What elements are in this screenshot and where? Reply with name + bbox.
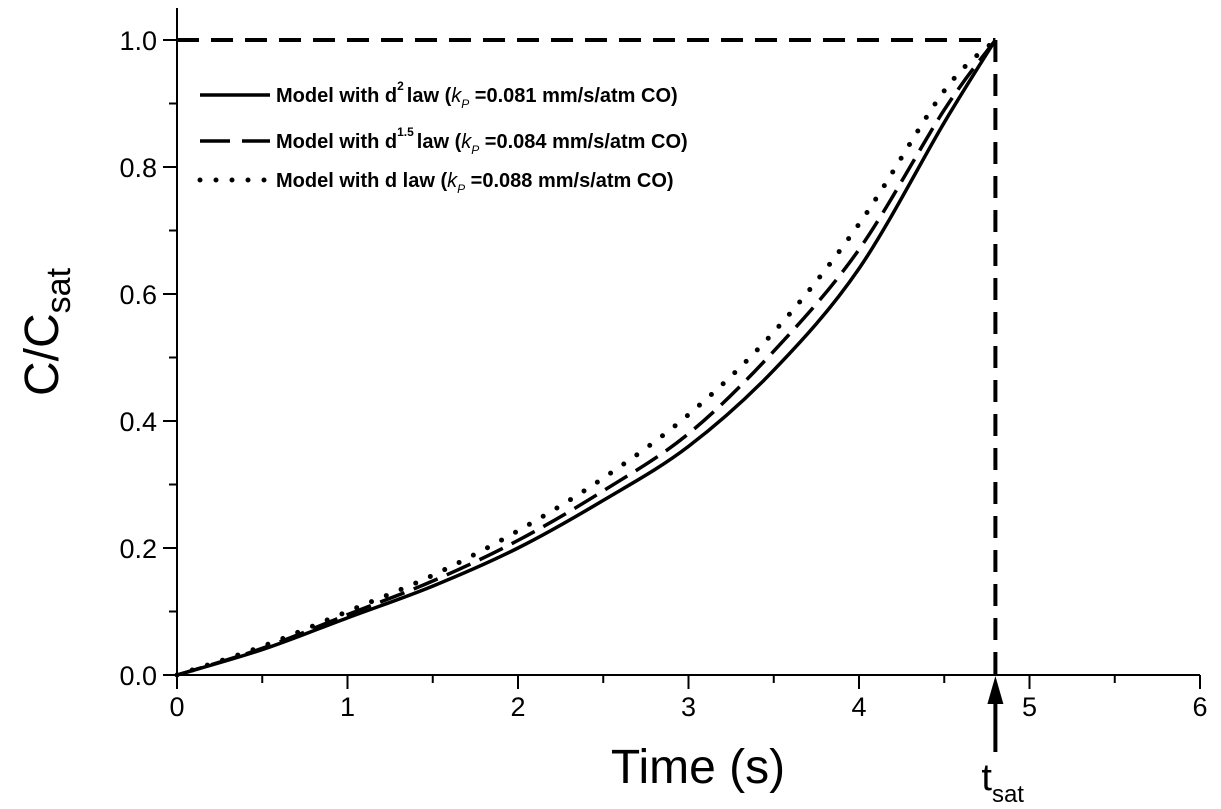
legend-text-k: k [451,85,462,107]
legend-entry-solid: Model with d2 law (kP =0.081 mm/s/atm CO) [276,79,678,111]
legend-text-pre: Model with d [276,131,397,153]
x-tick-label: 3 [681,692,696,722]
series-line-dashed [176,38,997,677]
y-axis-title-sub: sat [40,267,78,313]
legend-text-k: k [447,170,458,192]
y-axis-title-main: C/C [16,313,69,396]
axes: 0 1 2 3 4 5 6 0.0 0.2 0.4 0.6 0.8 1.0 [119,8,1208,722]
tsat-label-main: t [981,757,992,799]
tsat-label-sub: sat [992,781,1024,808]
x-tick-label: 1 [340,692,355,722]
y-tick-label: 0.6 [119,280,157,310]
tsat-annotation: tsat [981,676,1024,808]
legend-entry-dashed: Model with d1.5 law (kP =0.084 mm/s/atm C… [276,125,688,157]
y-tick-label: 0.2 [119,534,157,564]
y-tick-label: 0.8 [119,153,157,183]
legend-text-post: =0.081 mm/s/atm CO) [469,85,677,107]
x-tick-label: 2 [510,692,525,722]
legend: Model with d2 law (kP =0.081 mm/s/atm CO)… [197,79,688,196]
y-tick-label: 0.4 [119,407,157,437]
legend-text-k-sub: P [457,182,465,196]
legend-text-exponent: 2 [397,79,404,93]
legend-text-k: k [461,131,472,153]
series-line-solid [176,39,997,677]
legend-text-k-sub: P [471,143,479,157]
tsat-label: tsat [981,757,1024,808]
x-tick-label: 6 [1192,692,1207,722]
y-axis-title: C/Csat [16,267,78,396]
y-tick-label: 0.0 [119,661,157,691]
legend-text-pre: Model with d [276,85,397,107]
legend-text-post: =0.084 mm/s/atm CO) [479,131,687,153]
x-tick-label: 5 [1022,692,1037,722]
series-line-dotted [174,37,998,678]
legend-text-post: =0.088 mm/s/atm CO) [465,170,673,192]
legend-text-exponent: 1.5 [397,125,414,139]
x-tick-label: 4 [851,692,866,722]
legend-text-k-sub: P [461,97,469,111]
legend-text-pre: Model with d [276,170,397,192]
series-group [174,37,998,678]
x-tick-label: 0 [169,692,184,722]
legend-text-mid: law ( [397,170,447,192]
y-tick-label: 1.0 [119,26,157,56]
legend-text-mid: law ( [417,131,462,153]
legend-text-mid: law ( [407,85,452,107]
tsat-arrow-head [987,676,1004,704]
x-axis-title: Time (s) [611,741,785,794]
legend-entry-dotted: Model with d law (kP =0.088 mm/s/atm CO) [276,170,674,196]
reference-lines [177,38,998,675]
